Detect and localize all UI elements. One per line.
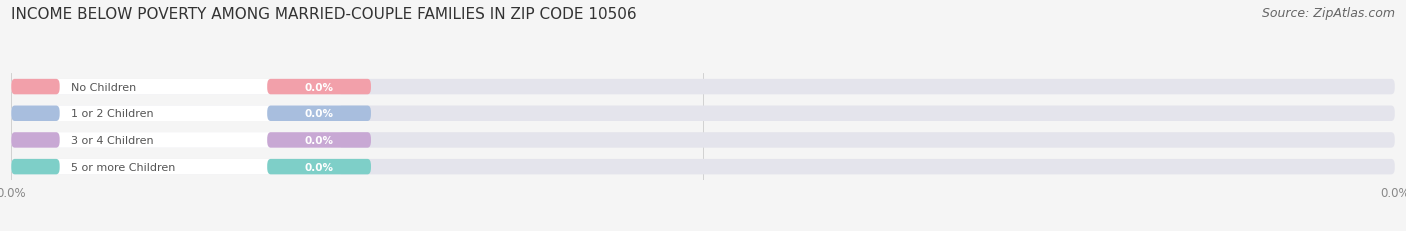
FancyBboxPatch shape <box>11 133 343 148</box>
FancyBboxPatch shape <box>11 159 59 175</box>
FancyBboxPatch shape <box>11 79 59 95</box>
FancyBboxPatch shape <box>11 159 343 175</box>
FancyBboxPatch shape <box>11 133 1395 148</box>
Text: 5 or more Children: 5 or more Children <box>70 162 176 172</box>
FancyBboxPatch shape <box>267 79 371 95</box>
Text: 0.0%: 0.0% <box>305 82 333 92</box>
Text: 3 or 4 Children: 3 or 4 Children <box>70 135 153 145</box>
FancyBboxPatch shape <box>267 106 371 122</box>
FancyBboxPatch shape <box>11 106 59 122</box>
FancyBboxPatch shape <box>11 133 59 148</box>
FancyBboxPatch shape <box>11 159 1395 175</box>
FancyBboxPatch shape <box>11 106 343 122</box>
Text: 1 or 2 Children: 1 or 2 Children <box>70 109 153 119</box>
Text: No Children: No Children <box>70 82 136 92</box>
Text: Source: ZipAtlas.com: Source: ZipAtlas.com <box>1261 7 1395 20</box>
FancyBboxPatch shape <box>11 79 343 95</box>
Text: INCOME BELOW POVERTY AMONG MARRIED-COUPLE FAMILIES IN ZIP CODE 10506: INCOME BELOW POVERTY AMONG MARRIED-COUPL… <box>11 7 637 22</box>
Text: 0.0%: 0.0% <box>305 135 333 145</box>
FancyBboxPatch shape <box>267 133 371 148</box>
Text: 0.0%: 0.0% <box>305 162 333 172</box>
FancyBboxPatch shape <box>11 106 1395 122</box>
FancyBboxPatch shape <box>11 79 1395 95</box>
FancyBboxPatch shape <box>267 159 371 175</box>
Text: 0.0%: 0.0% <box>305 109 333 119</box>
